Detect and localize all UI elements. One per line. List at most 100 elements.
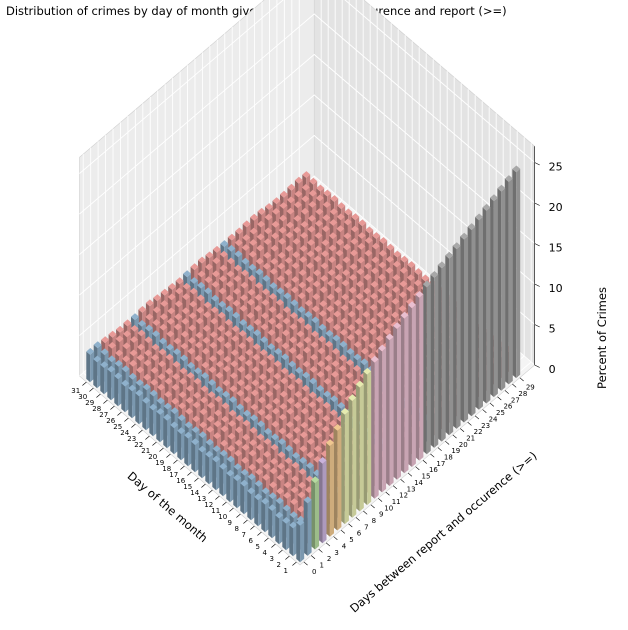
bar-top [286,221,294,229]
bar-top [322,214,331,222]
bar-top [378,249,387,257]
y-tick-mark [430,453,435,458]
bar-face [212,459,217,491]
bar-top [181,317,190,325]
bar-top [268,317,276,325]
bar-top [365,226,374,234]
bar-top [370,292,378,300]
bar-top [206,426,215,433]
bar-top [261,299,270,306]
bar-top [490,194,498,202]
bar-top [294,201,302,209]
y-tick-mark [355,517,360,521]
bar-top [199,408,208,416]
bar-top [321,439,330,447]
bar-top [309,377,317,385]
x-tick-mark [180,465,185,470]
bar-top [248,463,257,471]
bar-top [298,481,306,489]
bar-top [370,355,379,363]
bar-face [216,458,221,491]
bar-face [261,501,266,533]
bar-top [136,366,145,374]
bar-top [247,274,256,282]
bar-top [328,244,337,252]
bar-top [363,273,372,281]
bar-top [384,305,392,312]
bar-face [504,178,509,385]
bar-top [264,403,273,410]
bar-top [333,299,342,307]
bar-top [371,256,380,264]
bar-top [272,383,281,391]
bar-top [254,294,263,301]
bar-top [290,498,299,505]
bar-top [297,306,306,313]
bar-top [377,298,385,305]
bar-top [311,305,320,313]
x-tick-mark [215,495,220,500]
bar-top [302,171,311,178]
bar-top [330,384,339,392]
bar-top [170,407,179,415]
bar-top [376,322,385,329]
bar-top [230,360,239,368]
bar-top [314,245,322,253]
bar-top [123,330,131,338]
bar-top [361,334,370,342]
bar [311,476,320,550]
bar-top [342,256,351,264]
bar-top [415,291,424,298]
bar [497,184,506,391]
bar-top [276,474,285,481]
bar-top [343,243,351,251]
bar-top [218,287,227,295]
bar-top [300,407,309,415]
x-tick-mark [187,471,192,476]
bar-top [312,293,321,301]
bar-face [501,188,506,391]
bar-top [165,367,173,375]
bar-face [163,417,168,449]
y-tick-label: 3 [334,549,338,557]
bar-top [354,328,363,336]
bar-top [341,279,350,287]
bar-face [389,336,394,486]
bar-top [482,203,491,211]
y-tick-mark [400,479,405,483]
x-tick-mark [271,543,276,548]
bar-top [286,207,295,215]
bar-top [334,274,343,281]
x-tick-label: 4 [262,549,267,557]
bar [341,408,349,525]
bar-top [179,377,187,385]
bar-top [311,316,320,324]
bar-top [351,213,360,221]
bar-top [278,237,287,245]
x-tick-mark [152,441,157,446]
x-tick-label: 5 [255,543,259,551]
bar-face [296,522,301,563]
bar-face [441,264,446,442]
bar-top [356,280,364,288]
bar-top [392,274,401,281]
bar-face [359,384,364,512]
bar-top [301,184,310,191]
bar-top [226,469,235,477]
bar-top [315,408,324,415]
bar-top [331,370,339,378]
bar-top [207,402,215,409]
bar-top [323,390,331,398]
x-axis-label: Day of the month [125,469,211,545]
bar-face [149,407,154,437]
bar-top [205,438,214,446]
bar-top [278,438,286,445]
bar-top [271,433,279,441]
bar [163,413,172,449]
bar [233,474,242,509]
z-tick-mark [534,243,540,247]
bar-top [291,461,300,469]
bar-top [322,225,330,233]
z-tick-label: 20 [549,201,563,214]
bar-top [222,379,231,387]
